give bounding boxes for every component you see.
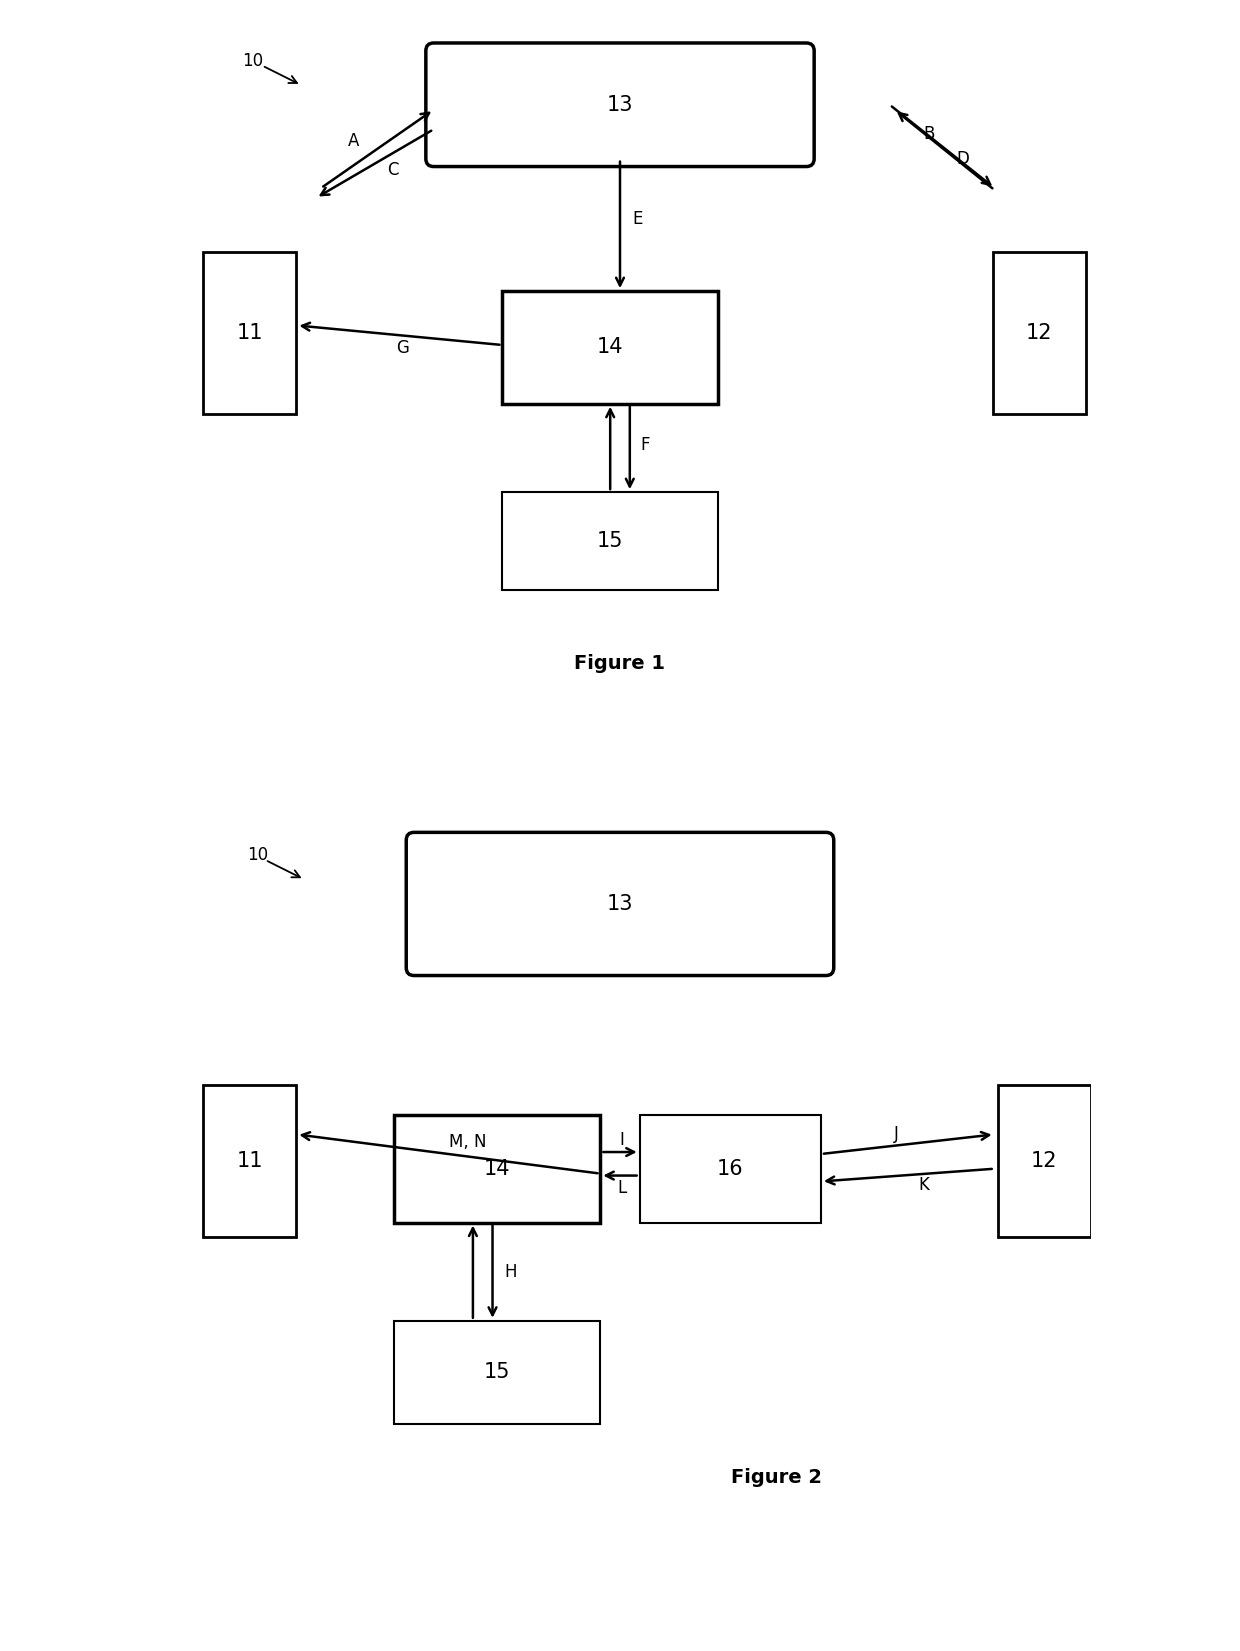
Bar xyxy=(993,253,1086,414)
FancyBboxPatch shape xyxy=(425,43,815,167)
Bar xyxy=(394,1321,600,1423)
Text: 13: 13 xyxy=(606,94,634,116)
Text: 15: 15 xyxy=(596,532,624,551)
Text: 16: 16 xyxy=(717,1159,744,1179)
Text: H: H xyxy=(503,1263,516,1281)
Bar xyxy=(203,1085,296,1237)
Text: 15: 15 xyxy=(484,1362,511,1382)
Text: A: A xyxy=(347,132,358,150)
Text: D: D xyxy=(957,150,970,168)
Bar xyxy=(203,253,296,414)
Text: 12: 12 xyxy=(1025,322,1053,343)
Text: I: I xyxy=(620,1131,625,1149)
Text: 14: 14 xyxy=(596,337,624,358)
Text: L: L xyxy=(618,1179,626,1197)
Text: 14: 14 xyxy=(484,1159,511,1179)
Text: J: J xyxy=(894,1126,899,1144)
Text: 11: 11 xyxy=(237,1151,263,1171)
Text: 11: 11 xyxy=(237,322,263,343)
Text: 10: 10 xyxy=(247,845,269,863)
Bar xyxy=(394,1114,600,1223)
Bar xyxy=(502,291,718,404)
Text: Figure 1: Figure 1 xyxy=(574,654,666,674)
Text: K: K xyxy=(919,1177,930,1194)
Bar xyxy=(502,492,718,589)
Bar xyxy=(997,1085,1091,1237)
Text: B: B xyxy=(924,125,935,144)
Text: 12: 12 xyxy=(1030,1151,1058,1171)
Bar xyxy=(640,1114,821,1223)
Text: Figure 2: Figure 2 xyxy=(732,1468,822,1488)
Text: F: F xyxy=(641,436,650,454)
Text: M, N: M, N xyxy=(449,1133,487,1151)
Text: C: C xyxy=(387,162,398,180)
Text: G: G xyxy=(396,338,409,357)
Text: 10: 10 xyxy=(243,51,264,69)
Text: 13: 13 xyxy=(606,893,634,915)
FancyBboxPatch shape xyxy=(407,832,833,976)
Text: E: E xyxy=(632,210,642,228)
